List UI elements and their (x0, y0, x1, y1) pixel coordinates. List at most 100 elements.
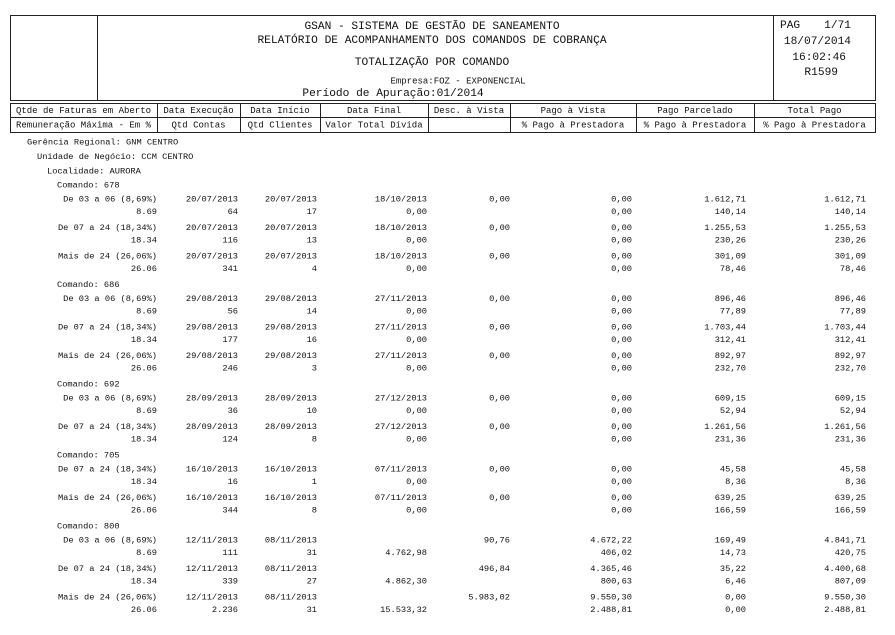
cell: 896,46 (835, 294, 866, 304)
cell: 1.612,71 (704, 194, 746, 204)
cell: 14,73 (720, 548, 746, 558)
cell: 08/11/2013 (265, 592, 317, 602)
cell: 166,59 (715, 505, 746, 515)
cell: 896,46 (715, 294, 746, 304)
command-title: Comando: 678 (57, 180, 120, 190)
cell: 0,00 (611, 393, 632, 403)
column-header: Data Final (347, 106, 401, 116)
cell: 78,46 (840, 264, 866, 274)
cell: 5.983,02 (468, 592, 510, 602)
cell: 8 (312, 434, 317, 444)
range-label: Mais de 24 (26,06%) (58, 493, 157, 503)
range-label: Mais de 24 (26,06%) (58, 592, 157, 602)
range-label: 26.06 (131, 505, 157, 515)
cell: 31 (307, 605, 317, 615)
cell: 18/10/2013 (375, 194, 427, 204)
cell: 8 (312, 505, 317, 515)
cell: 0,00 (611, 251, 632, 261)
cell: 12/11/2013 (186, 535, 238, 545)
cell: 27/11/2013 (375, 322, 427, 332)
cell: 27 (307, 576, 317, 586)
cell: 56 (228, 306, 238, 316)
cell: 1 (312, 477, 317, 487)
cell: 28/09/2013 (265, 393, 317, 403)
report-code: R1599 (804, 67, 838, 79)
cell: 13 (307, 235, 317, 245)
group-level: Localidade: AURORA (47, 166, 142, 176)
cell: 0,00 (489, 294, 510, 304)
range-label: 26.06 (131, 605, 157, 615)
cell: 0,00 (406, 363, 427, 373)
cell: 52,94 (720, 406, 746, 416)
cell: 341 (222, 264, 238, 274)
column-header: Remuneração Máxima - Em % (16, 120, 152, 130)
range-label: Mais de 24 (26,06%) (58, 351, 157, 361)
cell: 17 (307, 207, 317, 217)
column-header: % Pago à Prestadora (644, 120, 747, 130)
range-label: De 07 a 24 (18,34%) (58, 322, 157, 332)
column-header: Valor Total Dívida (325, 120, 423, 130)
cell: 0,00 (489, 322, 510, 332)
cell: 28/09/2013 (265, 422, 317, 432)
cell: 20/07/2013 (265, 251, 317, 261)
cell: 800,63 (601, 576, 632, 586)
cell: 1.255,53 (704, 223, 746, 233)
cell: 18/10/2013 (375, 251, 427, 261)
cell: 0,00 (611, 477, 632, 487)
report-subtitle: TOTALIZAÇÃO POR COMANDO (355, 56, 510, 69)
cell: 08/11/2013 (265, 535, 317, 545)
cell: 232,70 (715, 363, 746, 373)
cell: 0,00 (406, 505, 427, 515)
cell: 20/07/2013 (265, 223, 317, 233)
cell: 420,75 (835, 548, 866, 558)
cell: 0,00 (611, 363, 632, 373)
company: Empresa:FOZ - EXPONENCIAL (390, 76, 525, 86)
cell: 8,36 (845, 477, 866, 487)
cell: 0,00 (489, 223, 510, 233)
cell: 0,00 (611, 194, 632, 204)
cell: 4.400,68 (824, 564, 866, 574)
cell: 77,89 (720, 306, 746, 316)
cell: 29/08/2013 (186, 351, 238, 361)
cell: 169,49 (715, 535, 746, 545)
cell: 07/11/2013 (375, 493, 427, 503)
cell: 36 (228, 406, 238, 416)
cell: 4.365,46 (590, 564, 632, 574)
cell: 0,00 (406, 335, 427, 345)
cell: 9.550,30 (590, 592, 632, 602)
range-label: 18.34 (131, 434, 157, 444)
range-label: De 03 a 06 (8,69%) (63, 393, 157, 403)
cell: 08/11/2013 (265, 564, 317, 574)
cell: 116 (222, 235, 238, 245)
cell: 0,00 (406, 306, 427, 316)
range-label: 8.69 (136, 306, 157, 316)
cell: 0,00 (489, 194, 510, 204)
cell: 8,36 (725, 477, 746, 487)
system-title: GSAN - SISTEMA DE GESTÃO DE SANEAMENTO (304, 20, 559, 33)
cell: 231,36 (715, 434, 746, 444)
cell: 0,00 (489, 251, 510, 261)
cell: 4.672,22 (590, 535, 632, 545)
cell: 27/12/2013 (375, 422, 427, 432)
range-label: De 07 a 24 (18,34%) (58, 464, 157, 474)
cell: 0,00 (489, 464, 510, 474)
cell: 231,36 (835, 434, 866, 444)
command-title: Comando: 692 (57, 379, 120, 389)
range-label: 8.69 (136, 406, 157, 416)
cell: 07/11/2013 (375, 464, 427, 474)
cell: 639,25 (715, 493, 746, 503)
cell: 29/08/2013 (186, 322, 238, 332)
range-label: 18.34 (131, 576, 157, 586)
range-label: De 03 a 06 (8,69%) (63, 535, 157, 545)
cell: 27/11/2013 (375, 351, 427, 361)
page-number: 1/71 (824, 20, 851, 32)
command-title: Comando: 800 (57, 521, 120, 531)
cell: 6,46 (725, 576, 746, 586)
range-label: 18.34 (131, 477, 157, 487)
column-header: % Pago à Prestadora (763, 120, 866, 130)
column-header: Desc. à Vista (434, 106, 505, 116)
cell: 29/08/2013 (186, 294, 238, 304)
range-label: De 07 a 24 (18,34%) (58, 564, 157, 574)
range-label: De 07 a 24 (18,34%) (58, 223, 157, 233)
column-header: Pago Parcelado (657, 106, 733, 116)
